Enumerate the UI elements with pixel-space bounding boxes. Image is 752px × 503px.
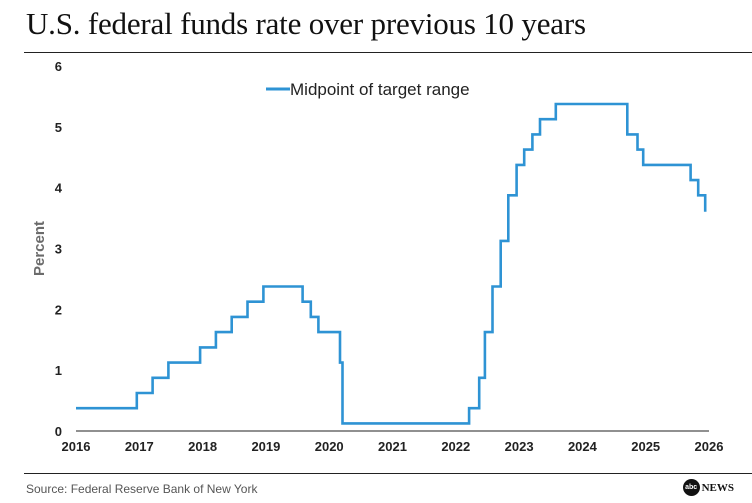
top-rule [24,52,752,53]
x-tick-label: 2020 [315,439,344,454]
y-tick-label: 5 [55,120,62,135]
y-tick-label: 3 [55,242,62,257]
y-tick-label: 6 [55,59,62,74]
y-axis-ticks: 0 1 2 3 4 5 6 [55,59,63,439]
x-tick-label: 2016 [62,439,91,454]
x-tick-label: 2017 [125,439,154,454]
x-tick-label: 2025 [631,439,660,454]
chart-title: U.S. federal funds rate over previous 10… [26,6,586,41]
abc-news-logo: abc NEWS [682,479,734,496]
abc-logo-mark: abc [682,479,700,496]
x-tick-label: 2022 [441,439,470,454]
y-axis-label: Percent [31,221,48,276]
x-tick-label: 2024 [568,439,598,454]
y-tick-label: 0 [55,424,62,439]
x-tick-label: 2018 [188,439,217,454]
bottom-rule [24,473,752,474]
x-tick-label: 2021 [378,439,407,454]
y-tick-label: 2 [55,302,62,317]
y-tick-label: 4 [55,181,63,196]
source-note: Source: Federal Reserve Bank of New York [26,482,258,496]
x-axis-ticks: 2016 2017 2018 2019 2020 2021 2022 2023 2024 2025… [62,439,724,454]
series-line [76,102,707,425]
legend: Midpoint of target range [266,80,470,99]
y-tick-label: 1 [55,363,62,378]
series-group [76,102,707,425]
x-tick-label: 2026 [695,439,724,454]
news-logo-word: NEWS [701,481,734,494]
legend-label: Midpoint of target range [290,80,470,99]
x-tick-label: 2019 [251,439,280,454]
x-tick-label: 2023 [505,439,534,454]
